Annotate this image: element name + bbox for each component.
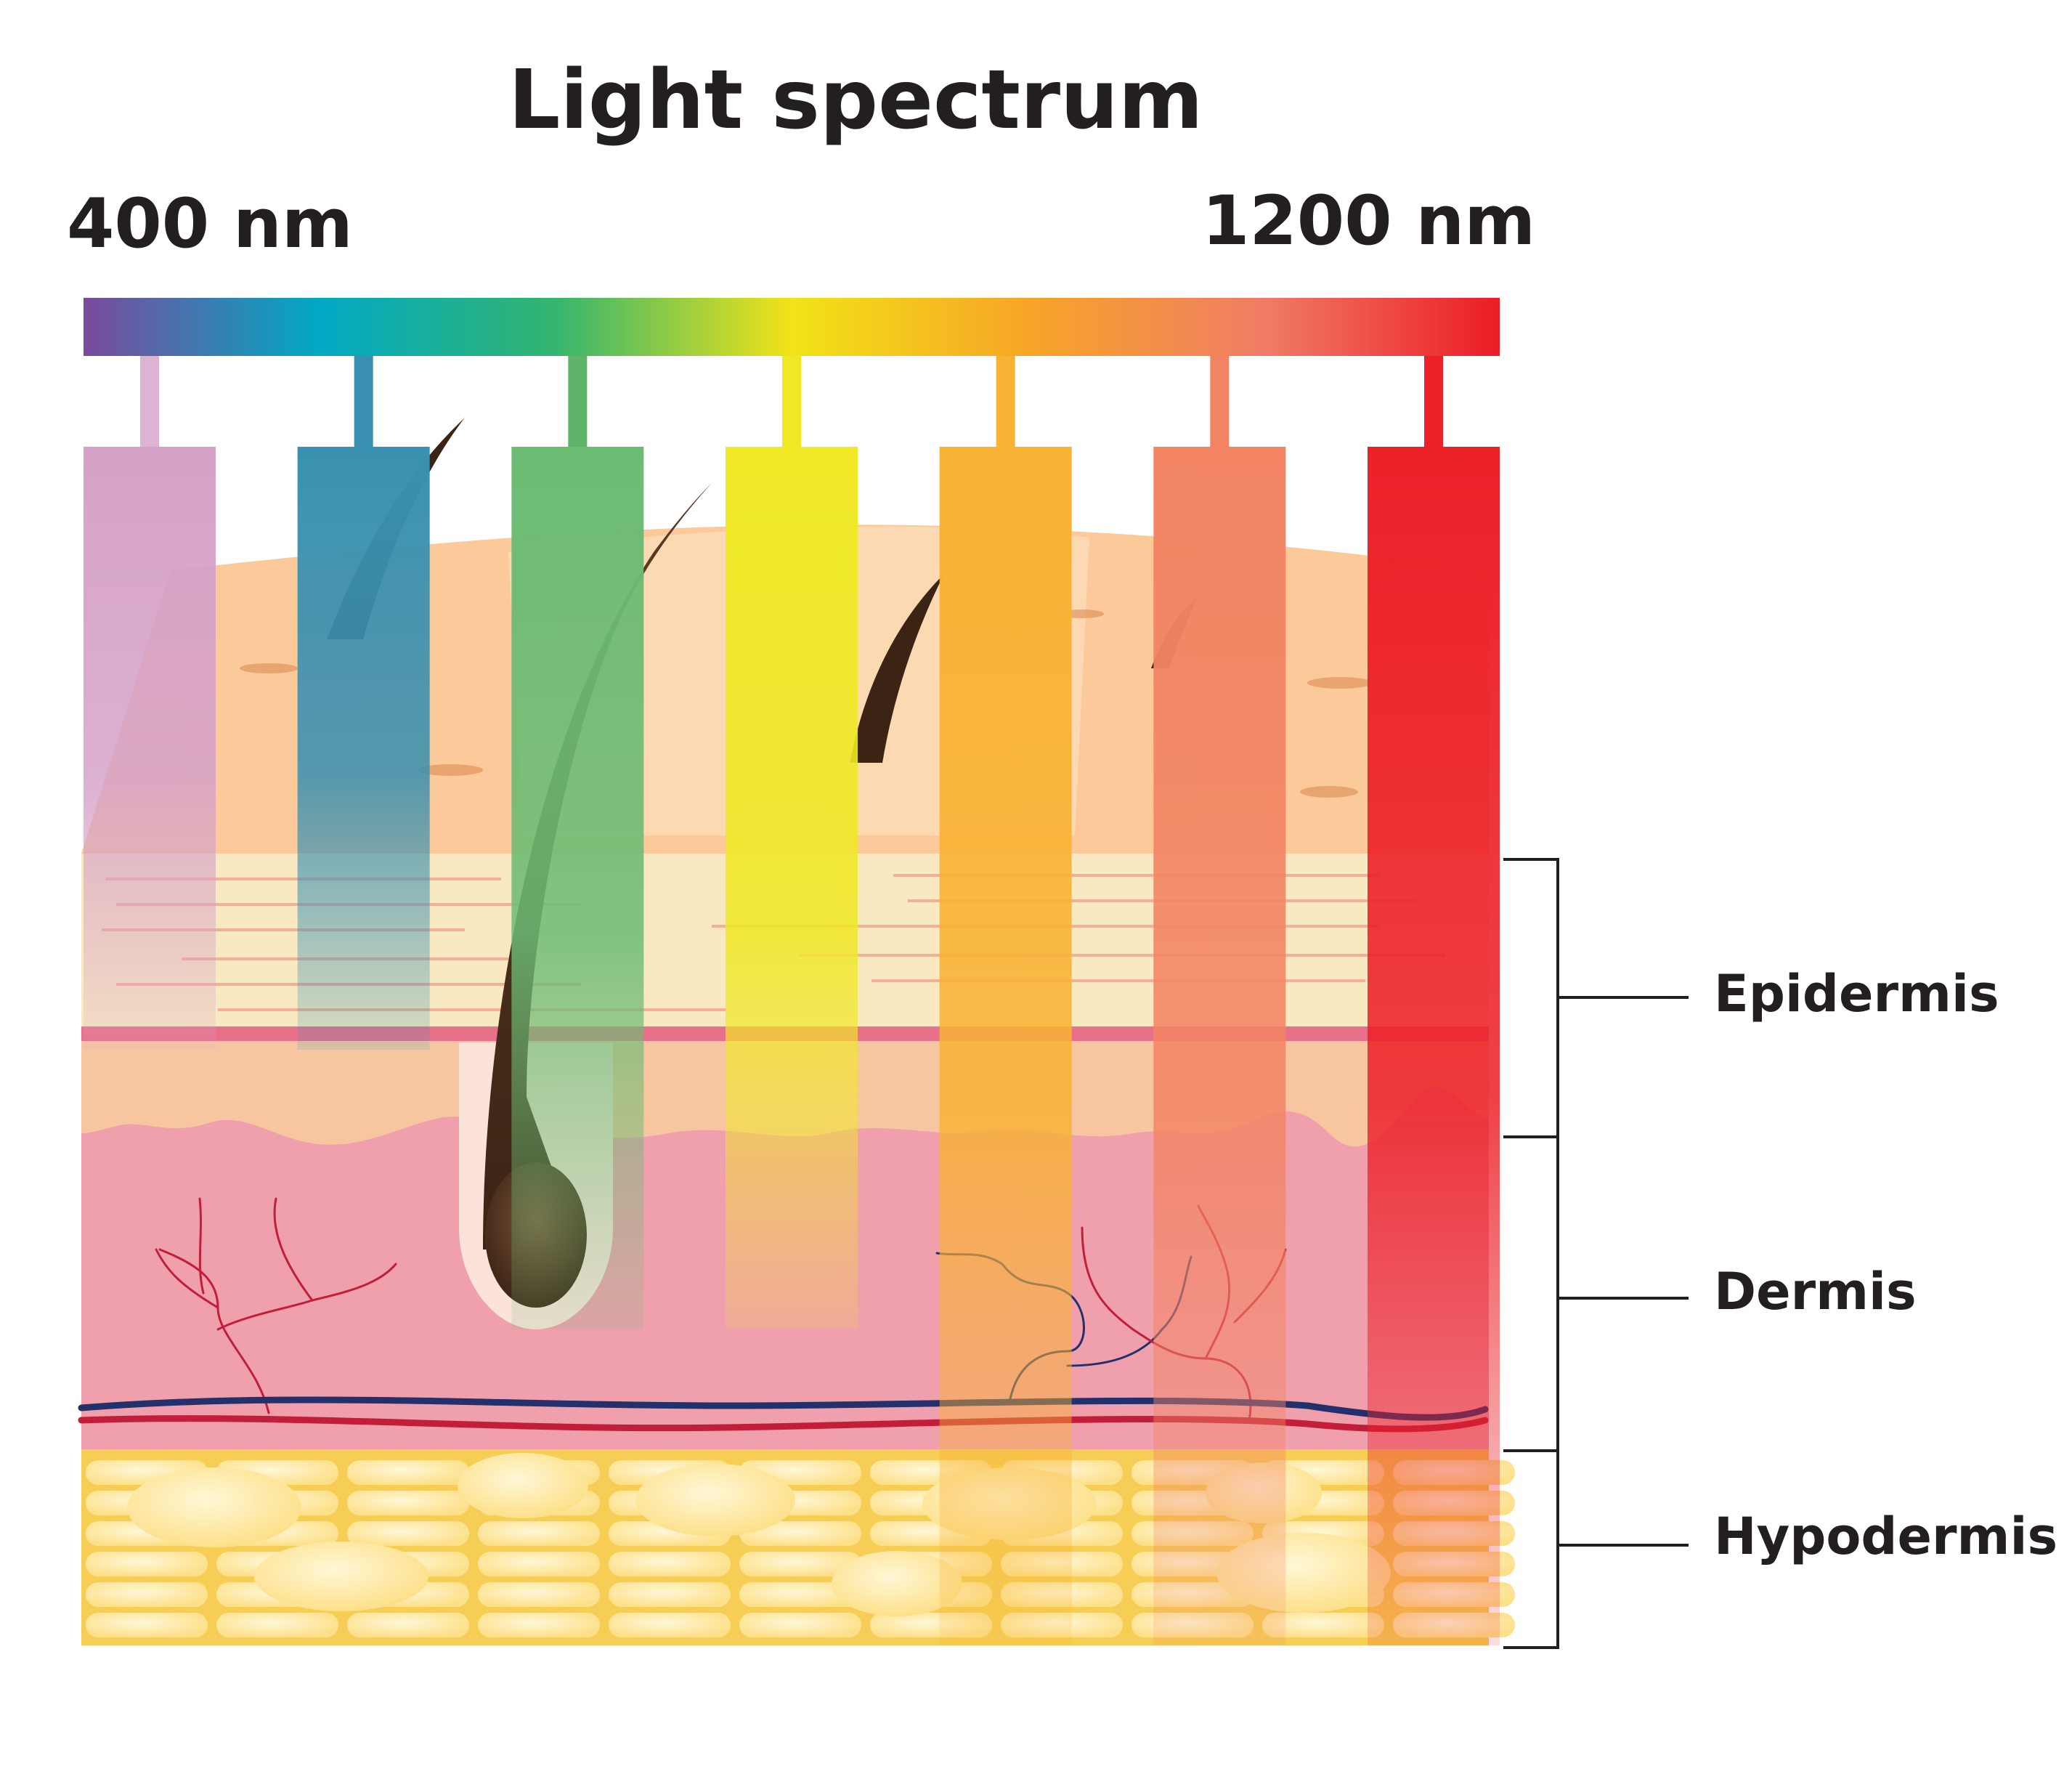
vein [78, 1396, 1489, 1421]
light-band-7 [1368, 447, 1500, 1645]
light-band-3 [511, 447, 644, 1329]
band-connector-7 [1424, 356, 1443, 447]
band-connector-4 [782, 356, 801, 447]
bracket-hypodermis [1503, 1449, 1689, 1649]
fat-cell [739, 1521, 861, 1546]
fat-cell [609, 1552, 731, 1576]
layer-label-dermis: Dermis [1714, 1262, 1917, 1321]
light-band-5 [939, 447, 1072, 1645]
fat-cell [86, 1582, 208, 1607]
fat-cell [347, 1613, 469, 1637]
fat-cell [86, 1613, 208, 1637]
fat-cell-large [458, 1453, 588, 1518]
light-band-1 [84, 447, 216, 1050]
layer-label-epidermis: Epidermis [1714, 964, 1999, 1024]
spectrum-min-label: 400 nm [67, 185, 353, 264]
band-connector-3 [568, 356, 588, 447]
fat-cell [478, 1613, 600, 1637]
layer-label-hypodermis: Hypodermis [1714, 1507, 2058, 1566]
fat-cell [478, 1552, 600, 1576]
surface-pores [240, 609, 1373, 798]
fat-cell [216, 1613, 338, 1637]
diagram-title: Light spectrum [508, 53, 1203, 147]
bracket-epidermis [1503, 858, 1689, 1138]
band-connector-6 [1210, 356, 1230, 447]
fat-cell-large [254, 1542, 428, 1611]
fat-cell-large [127, 1467, 301, 1547]
fat-cell [347, 1521, 469, 1546]
light-band-2 [297, 447, 430, 1050]
band-connectors [140, 356, 1443, 447]
spectrum-gradient-bar [84, 298, 1500, 356]
fat-cell [478, 1521, 600, 1546]
light-bands [84, 447, 1500, 1645]
band-connector-5 [996, 356, 1015, 447]
band-connector-1 [140, 356, 159, 447]
capillaries-left [155, 1197, 397, 1414]
fat-cell [1262, 1613, 1384, 1637]
fat-cell [739, 1582, 861, 1607]
hair-small-2 [850, 574, 944, 763]
light-band-6 [1153, 447, 1286, 1645]
fat-cell-large [635, 1464, 795, 1536]
band-connector-2 [354, 356, 373, 447]
bracket-dermis [1503, 1135, 1689, 1452]
layer-brackets [1503, 858, 1689, 1649]
fat-cell [739, 1613, 861, 1637]
fat-cell [609, 1613, 731, 1637]
fat-cell-large [832, 1551, 962, 1616]
artery [78, 1415, 1489, 1433]
fat-cell [86, 1552, 208, 1576]
spectrum-max-label: 1200 nm [1202, 182, 1536, 261]
fat-cell [347, 1460, 469, 1485]
light-band-4 [726, 447, 858, 1329]
fat-cell [347, 1491, 469, 1515]
fat-cell [609, 1582, 731, 1607]
fat-cell [478, 1582, 600, 1607]
fat-cell [739, 1552, 861, 1576]
